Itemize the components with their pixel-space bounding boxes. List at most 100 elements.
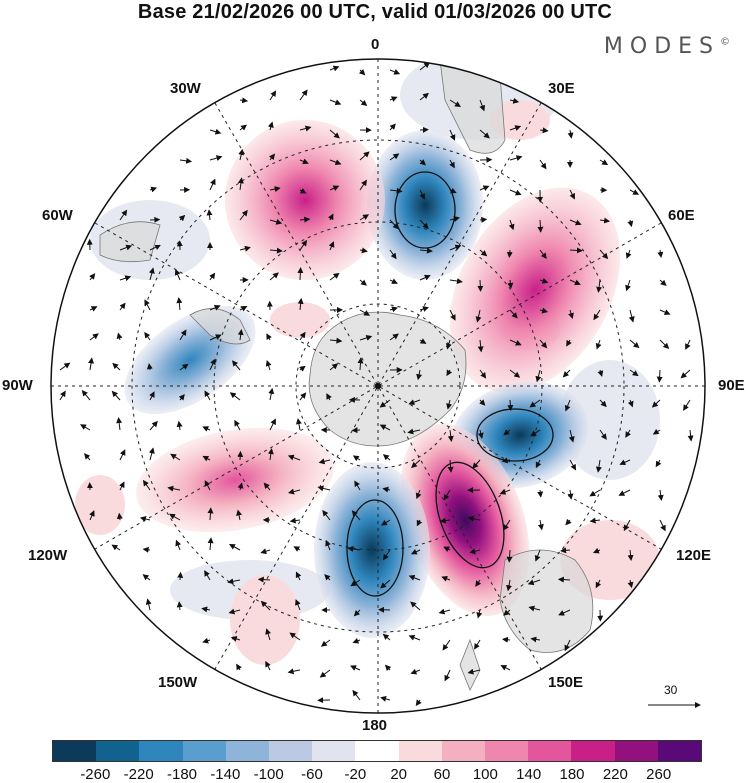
colorbar-segment: [571, 741, 615, 761]
wind-arrow: [230, 636, 241, 642]
wind-arrow: [407, 428, 421, 435]
wind-arrow: [389, 219, 399, 230]
wind-arrow: [509, 189, 522, 196]
wind-arrow: [527, 579, 541, 586]
colorbar-tick-label: 220: [602, 766, 628, 783]
wind-arrow: [142, 574, 151, 581]
wind-arrow: [239, 209, 248, 221]
colorbar-segment: [657, 741, 702, 761]
wind-arrow: [89, 510, 95, 521]
wind-arrow: [228, 608, 241, 615]
lon-label-150w: 150W: [158, 674, 198, 691]
wind-arrow: [269, 272, 279, 281]
wind-arrow: [419, 274, 431, 281]
wind-arrow: [447, 459, 454, 473]
wind-arrow: [509, 125, 522, 131]
lon-label-120w: 120W: [28, 547, 68, 564]
wind-arrow: [174, 268, 181, 281]
wind-arrow: [201, 606, 211, 613]
lon-label-30w: 30W: [170, 80, 201, 97]
wind-arrow: [687, 429, 694, 442]
wind-arrow: [389, 333, 399, 341]
wind-arrow: [629, 339, 640, 349]
wind-arrow: [595, 579, 602, 589]
wind-arrow: [149, 420, 158, 431]
wind-arrow: [352, 637, 361, 644]
wind-arrow: [507, 399, 514, 412]
wind-arrow: [358, 69, 366, 76]
colorbar-tick-label: -60: [301, 766, 323, 783]
wind-arrow: [569, 459, 577, 471]
wind-arrow: [627, 219, 634, 228]
wind-arrow: [627, 399, 634, 408]
wind-arrow: [618, 489, 631, 496]
wind-arrow: [566, 339, 572, 347]
wind-arrow: [500, 665, 511, 671]
wind-arrow: [269, 186, 281, 193]
wind-arrow: [419, 189, 425, 200]
wind-arrow: [502, 636, 511, 643]
wind-arrow: [506, 549, 513, 563]
wind-arrow: [84, 453, 91, 461]
wind-arrow: [116, 417, 123, 431]
wind-arrow: [506, 249, 513, 258]
wind-arrow: [269, 218, 283, 225]
wind-arrow: [88, 357, 94, 371]
wind-arrow: [169, 513, 181, 521]
wind-arrow: [651, 399, 661, 408]
wind-arrow: [408, 634, 421, 641]
colorbar-tick-label: 180: [559, 766, 585, 783]
wind-arrow: [419, 338, 427, 344]
wind-arrow: [419, 61, 431, 71]
wind-arrow: [359, 335, 373, 341]
lon-label-30e: 30E: [548, 80, 575, 97]
wind-arrow: [479, 99, 486, 112]
wind-arrow: [415, 489, 422, 500]
wind-arrow: [449, 244, 462, 251]
wind-arrow: [446, 399, 453, 410]
wind-arrow: [209, 155, 223, 161]
wind-arrow: [535, 459, 542, 469]
wind-arrow: [353, 609, 361, 617]
wind-arrow: [623, 519, 631, 532]
wind-arrow: [329, 65, 340, 72]
wind-arrow: [237, 329, 244, 341]
colorbar-tick-label: -140: [210, 766, 241, 783]
lon-label-0: 0: [371, 36, 380, 53]
wind-arrow: [81, 390, 91, 401]
wind-arrow: [209, 358, 216, 371]
wind-arrow: [234, 419, 241, 431]
wind-arrow: [119, 302, 126, 311]
wind-arrow: [655, 459, 662, 468]
wind-arrow: [89, 333, 99, 341]
map-boundary: [50, 58, 706, 714]
wind-arrow: [359, 309, 371, 316]
wind-arrow: [236, 663, 242, 671]
wind-arrow: [269, 247, 283, 254]
wind-arrow: [419, 159, 426, 166]
wind-arrow: [176, 297, 183, 311]
wind-arrow: [209, 305, 221, 311]
wind-arrow: [477, 339, 484, 353]
wind-arrow: [419, 247, 433, 254]
wind-arrow: [564, 399, 571, 412]
wind-arrow: [652, 428, 661, 435]
anomaly-pos-150E: [400, 423, 530, 617]
wind-arrow: [178, 394, 185, 401]
wind-arrow: [204, 480, 211, 491]
wind-arrow: [410, 548, 421, 555]
wind-arrow: [447, 429, 454, 442]
lon-label-150e: 150E: [548, 674, 584, 691]
wind-arrow: [477, 429, 484, 439]
wind-arrow: [449, 309, 456, 321]
colorbar-segment: [225, 741, 270, 761]
wind-arrow: [288, 488, 301, 495]
wind-arrow: [539, 278, 549, 284]
wind-arrow: [627, 579, 634, 589]
wind-arrow: [629, 189, 640, 195]
wind-arrow: [625, 249, 632, 259]
wind-arrow: [329, 159, 342, 166]
wind-arrow: [389, 123, 396, 131]
wind-arrow: [380, 579, 391, 589]
wind-arrow: [627, 549, 634, 561]
